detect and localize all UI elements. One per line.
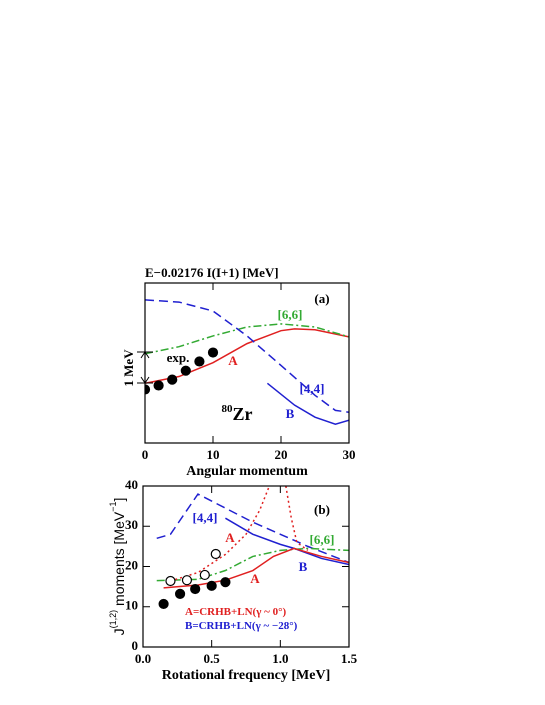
x-tick-label: 30 — [343, 447, 356, 462]
annotation: exp. — [167, 350, 190, 365]
data-point — [174, 588, 186, 599]
annotation: (a) — [314, 291, 329, 306]
x-tick-label: 0.5 — [204, 651, 221, 666]
y-label-part: J — [111, 628, 127, 635]
data-point — [210, 548, 221, 560]
annotation: [6,6] — [310, 532, 335, 547]
annotation: (b) — [314, 502, 330, 517]
data-point — [158, 598, 169, 610]
annotation-text: [6,6] — [310, 532, 335, 547]
data-point — [220, 577, 231, 588]
data-point — [180, 365, 191, 376]
annotation-text: A=CRHB+LN(γ ~ 0°) — [185, 606, 286, 618]
data-point — [190, 583, 201, 595]
y-label-sup: (1,2) — [108, 610, 118, 629]
data-point — [207, 347, 219, 358]
curve — [225, 517, 349, 566]
y-tick-label: 30 — [125, 517, 138, 532]
annotation-text: (b) — [314, 502, 330, 517]
x-tick-label: 0 — [142, 447, 149, 462]
annotation: A — [225, 530, 235, 545]
x-tick-label: 1.0 — [272, 651, 288, 666]
annotation-text: exp. — [167, 350, 190, 365]
x-tick-label: 10 — [207, 447, 220, 462]
data-point — [165, 575, 176, 587]
annotation-text: [4,4] — [193, 510, 218, 525]
annotation: B — [286, 406, 295, 421]
annotation: A — [228, 353, 238, 368]
data-point — [206, 580, 217, 591]
data-point — [167, 374, 178, 385]
curve — [145, 323, 349, 355]
annotation: A — [250, 571, 260, 586]
y-tick-label: 20 — [125, 557, 138, 572]
x-axis-label: Rotational frequency [MeV] — [162, 668, 331, 683]
y-axis-label: J(1,2) moments [MeV−1] — [108, 498, 126, 636]
annotation-text: 1 MeV — [121, 349, 136, 387]
curve — [145, 299, 349, 413]
annotation-text: B — [299, 559, 308, 574]
annotation-text: Zr — [233, 404, 253, 424]
data-point — [199, 569, 210, 581]
annotation-text: A — [225, 530, 235, 545]
annotation: [6,6] — [278, 307, 303, 322]
y-label-part: ] — [111, 498, 127, 502]
data-point — [194, 356, 205, 367]
annotation-text: [6,6] — [278, 307, 303, 322]
annotation: B — [299, 559, 308, 574]
y-label-part: moments [MeV — [111, 511, 127, 610]
data-point — [181, 575, 193, 586]
data-point — [145, 384, 151, 395]
annotation-text: (a) — [314, 291, 329, 306]
plot-area — [156, 486, 349, 610]
annotation: B=CRHB+LN(γ ~ −28°) — [185, 620, 298, 632]
annotation: 80Zr — [222, 403, 253, 425]
x-tick-label: 0.0 — [135, 651, 151, 666]
y-tick-label: 0 — [132, 638, 139, 653]
annotation-text: B=CRHB+LN(γ ~ −28°) — [185, 620, 298, 632]
y-tick-label: 40 — [125, 477, 138, 492]
y-tick-label: 10 — [125, 598, 138, 613]
scale-arrowhead — [140, 351, 150, 384]
chart-title: E−0.02176 I(I+1) [MeV] — [145, 265, 279, 280]
annotation: A=CRHB+LN(γ ~ 0°) — [185, 606, 286, 618]
annotation-text: [4,4] — [300, 381, 325, 396]
x-tick-label: 20 — [275, 447, 288, 462]
curve — [156, 493, 349, 564]
plot-area — [145, 299, 349, 426]
annotation: [4,4] — [300, 381, 325, 396]
x-tick-label: 1.5 — [341, 651, 358, 666]
annotation-text: A — [228, 353, 238, 368]
curve — [156, 547, 349, 582]
annotation-text: A — [250, 571, 260, 586]
curve — [266, 382, 349, 426]
annotation: [4,4] — [193, 510, 218, 525]
x-axis-label: Angular momentum — [186, 464, 308, 479]
annotation-sup: 80 — [222, 403, 234, 415]
curve — [163, 547, 349, 589]
curve — [170, 486, 309, 582]
annotation: 1 MeV — [121, 349, 136, 387]
y-label-sup: −1 — [108, 502, 118, 512]
data-point — [153, 380, 164, 391]
annotation-text: B — [286, 406, 295, 421]
